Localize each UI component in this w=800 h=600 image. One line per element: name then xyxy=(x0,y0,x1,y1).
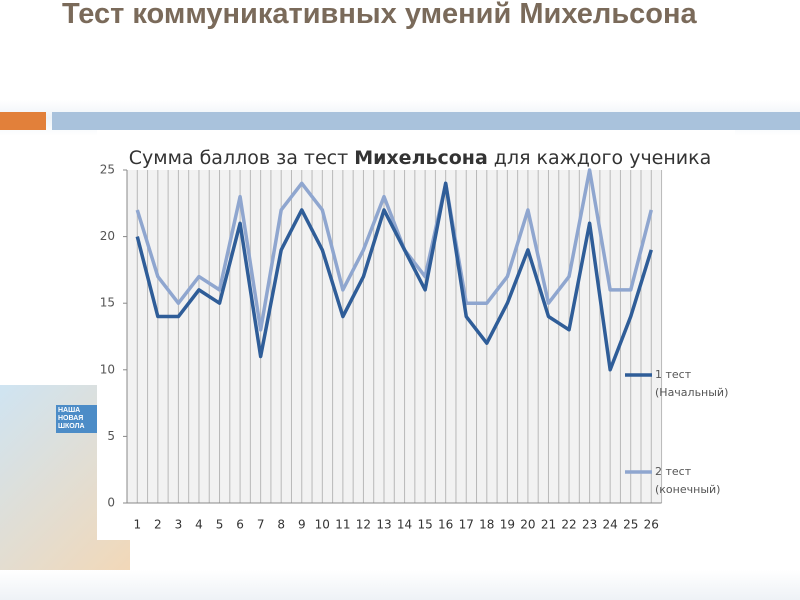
slide-title: Тест коммуникативных умений Михельсона xyxy=(62,0,697,30)
chart-title: Сумма баллов за тест Михельсона для кажд… xyxy=(129,147,712,169)
series-line xyxy=(135,168,653,332)
x-tick-label: 6 xyxy=(236,518,244,532)
legend-label: 2 тест (конечный) xyxy=(655,465,721,496)
x-tick-label: 14 xyxy=(397,518,412,532)
y-tick-label: 5 xyxy=(107,429,115,443)
title-part: Михельсона xyxy=(354,147,488,169)
y-tick-label: 10 xyxy=(100,362,115,376)
x-tick-label: 1 xyxy=(133,518,141,532)
y-tick-label: 25 xyxy=(100,163,115,177)
x-tick-label: 2 xyxy=(154,518,162,532)
x-tick-label: 25 xyxy=(623,518,638,532)
x-tick-label: 16 xyxy=(438,518,453,532)
x-tick-label: 20 xyxy=(520,518,535,532)
y-tick-label: 20 xyxy=(100,229,115,243)
x-tick-label: 9 xyxy=(298,518,306,532)
x-tick-label: 11 xyxy=(335,518,350,532)
x-tick-label: 12 xyxy=(356,518,371,532)
x-tick-label: 23 xyxy=(582,518,597,532)
legend-label: 1 тест (Начальный) xyxy=(655,368,729,399)
x-tick-label: 13 xyxy=(376,518,391,532)
title-part: Сумма баллов за тест xyxy=(129,147,354,169)
x-tick-label: 3 xyxy=(175,518,183,532)
x-tick-label: 8 xyxy=(277,518,285,532)
header-bar xyxy=(52,112,800,130)
x-tick-label: 15 xyxy=(417,518,432,532)
logo: НАША НОВАЯ ШКОЛА xyxy=(56,405,100,433)
x-tick-label: 5 xyxy=(216,518,224,532)
y-tick-label: 15 xyxy=(100,296,115,310)
title-part: для каждого ученика xyxy=(488,147,711,169)
footer-band xyxy=(0,570,800,600)
x-tick-label: 4 xyxy=(195,518,203,532)
x-tick-label: 22 xyxy=(561,518,576,532)
x-tick-label: 18 xyxy=(479,518,494,532)
series-line xyxy=(135,181,653,372)
x-tick-label: 24 xyxy=(603,518,618,532)
x-tick-label: 10 xyxy=(315,518,330,532)
x-tick-label: 19 xyxy=(500,518,515,532)
x-tick-label: 17 xyxy=(459,518,474,532)
x-tick-label: 26 xyxy=(644,518,659,532)
x-tick-label: 21 xyxy=(541,518,556,532)
y-tick-label: 0 xyxy=(107,496,115,510)
x-tick-label: 7 xyxy=(257,518,265,532)
accent-bar xyxy=(0,112,46,130)
